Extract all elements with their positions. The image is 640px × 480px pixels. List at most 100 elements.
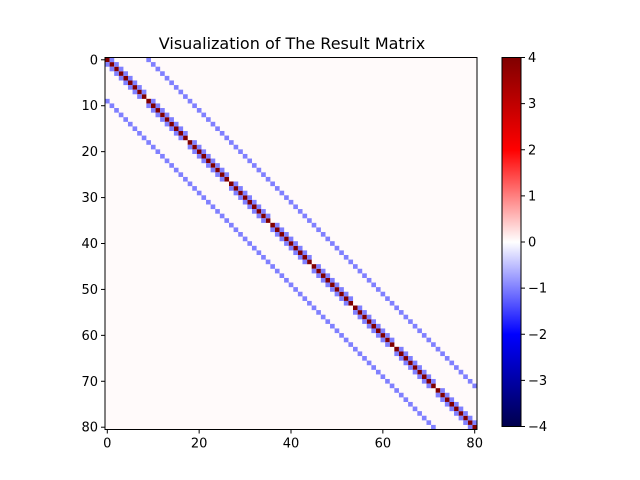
heatmap-cell bbox=[334, 291, 340, 297]
heatmap-cell bbox=[444, 397, 450, 402]
heatmap-cell bbox=[279, 190, 285, 196]
heatmap-cell bbox=[316, 273, 321, 278]
heatmap-cell bbox=[155, 103, 161, 109]
heatmap-cell bbox=[146, 57, 151, 63]
heatmap-cell bbox=[132, 80, 138, 86]
heatmap-cell bbox=[458, 415, 464, 421]
heatmap-cell bbox=[155, 112, 161, 118]
heatmap-cell bbox=[431, 378, 436, 384]
heatmap-cell bbox=[343, 296, 349, 301]
colorbar-tick-label: −2 bbox=[528, 328, 547, 343]
heatmap-cell bbox=[403, 351, 409, 357]
heatmap-cell bbox=[233, 227, 239, 233]
heatmap-cell bbox=[270, 181, 275, 187]
heatmap-cell bbox=[449, 401, 455, 407]
heatmap-cell bbox=[109, 57, 115, 63]
heatmap-cell bbox=[150, 103, 156, 109]
heatmap-cell bbox=[426, 383, 432, 389]
heatmap-cell bbox=[137, 85, 142, 90]
heatmap-cell bbox=[320, 268, 326, 274]
heatmap-cell bbox=[307, 254, 312, 260]
heatmap-cell bbox=[339, 296, 344, 301]
heatmap-cell bbox=[288, 236, 294, 242]
colorbar-tick-label: −4 bbox=[528, 420, 547, 435]
heatmap-cell bbox=[371, 328, 377, 334]
heatmap-cell bbox=[256, 209, 262, 214]
heatmap-cell bbox=[164, 75, 170, 81]
heatmap-cell bbox=[302, 213, 308, 219]
heatmap-cell bbox=[339, 287, 344, 292]
heatmap-cell bbox=[297, 209, 303, 214]
heatmap-cell bbox=[463, 420, 468, 425]
heatmap-cell bbox=[215, 163, 220, 168]
heatmap-cell bbox=[288, 199, 294, 205]
heatmap-cell bbox=[183, 94, 188, 99]
heatmap-cell bbox=[251, 204, 257, 210]
heatmap-cell bbox=[127, 85, 133, 90]
heatmap-cell bbox=[150, 108, 156, 113]
heatmap-cell bbox=[320, 314, 326, 320]
heatmap-cell bbox=[160, 153, 165, 159]
heatmap-cell bbox=[118, 71, 124, 76]
heatmap-cell bbox=[206, 163, 211, 168]
heatmap-cell bbox=[256, 213, 262, 219]
heatmap-cell bbox=[132, 89, 138, 95]
heatmap-cell bbox=[105, 98, 110, 104]
heatmap-cell bbox=[137, 89, 142, 95]
heatmap-cell bbox=[394, 388, 399, 393]
heatmap-cell bbox=[251, 199, 257, 205]
heatmap-cell bbox=[183, 176, 188, 182]
heatmap-cell bbox=[426, 337, 432, 343]
heatmap-cell bbox=[233, 181, 239, 187]
heatmap-cell bbox=[357, 268, 363, 274]
heatmap-cell bbox=[302, 250, 308, 256]
heatmap-cell bbox=[353, 264, 358, 269]
heatmap-area bbox=[104, 57, 478, 430]
heatmap-cell bbox=[164, 117, 170, 122]
heatmap-cell bbox=[311, 268, 317, 274]
heatmap-cell bbox=[284, 232, 289, 237]
heatmap-cell bbox=[224, 172, 230, 177]
heatmap-cell bbox=[219, 172, 225, 177]
heatmap-cell bbox=[274, 232, 280, 237]
x-tick-label: 80 bbox=[466, 437, 483, 452]
heatmap-cell bbox=[357, 314, 363, 320]
y-tick-label: 20 bbox=[81, 145, 98, 160]
y-tick-label: 30 bbox=[81, 191, 98, 206]
heatmap-cell bbox=[247, 195, 253, 200]
heatmap-cell bbox=[141, 94, 147, 99]
heatmap-cell bbox=[261, 254, 266, 260]
heatmap-cell bbox=[146, 140, 151, 145]
heatmap-cell bbox=[270, 227, 275, 233]
heatmap-cell bbox=[251, 163, 257, 168]
heatmap-cell bbox=[362, 310, 367, 315]
heatmap-cell bbox=[215, 209, 220, 214]
heatmap-cell bbox=[210, 167, 216, 173]
heatmap-cell bbox=[192, 149, 197, 154]
heatmap-cell bbox=[265, 218, 271, 223]
heatmap-cell bbox=[389, 342, 395, 347]
heatmap-cell bbox=[357, 305, 363, 311]
heatmap-cell bbox=[196, 144, 202, 150]
heatmap-cell bbox=[155, 149, 161, 154]
heatmap-cell bbox=[261, 209, 266, 214]
heatmap-cell bbox=[449, 360, 455, 366]
heatmap-cell bbox=[334, 245, 340, 251]
heatmap-cell bbox=[206, 153, 211, 159]
heatmap-cell bbox=[325, 277, 331, 283]
heatmap-cell bbox=[201, 195, 207, 200]
heatmap-cell bbox=[201, 158, 207, 164]
heatmap-cell bbox=[288, 282, 294, 288]
heatmap-cell bbox=[196, 149, 202, 154]
heatmap-cell bbox=[178, 135, 184, 141]
heatmap-cell bbox=[435, 346, 441, 352]
heatmap-cell bbox=[339, 333, 344, 338]
heatmap-cell bbox=[458, 406, 464, 412]
heatmap-cell bbox=[343, 291, 349, 297]
heatmap-cell bbox=[362, 356, 367, 361]
heatmap-cell bbox=[132, 85, 138, 90]
heatmap-cell bbox=[454, 401, 459, 407]
heatmap-cell bbox=[302, 296, 308, 301]
y-tick-label: 70 bbox=[81, 375, 98, 390]
